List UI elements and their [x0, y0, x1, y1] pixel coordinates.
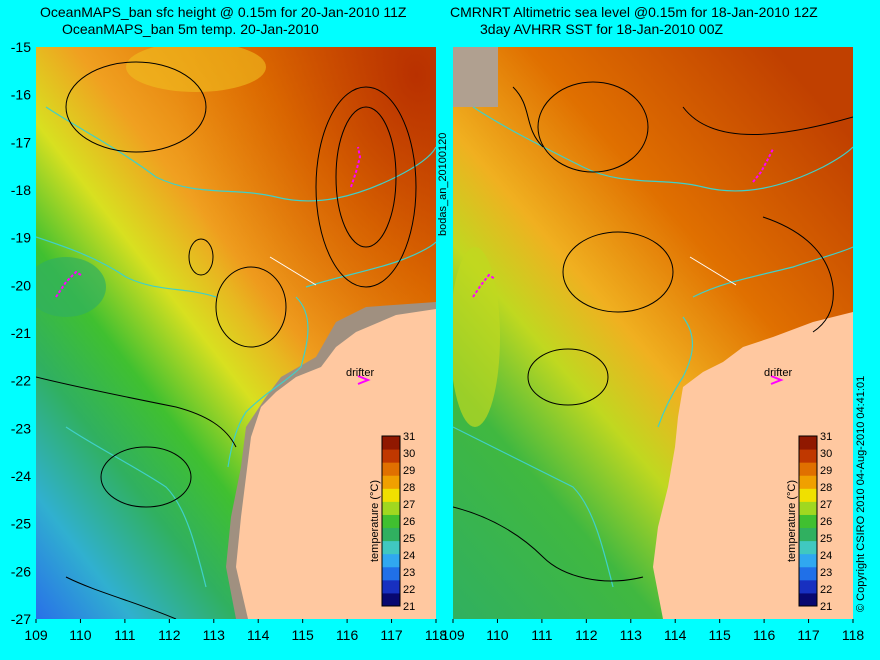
x-tick-label: 109 — [441, 627, 465, 643]
x-tick-label: 111 — [531, 627, 552, 643]
y-tick-label: -21 — [11, 325, 31, 341]
masked-coastal-zone — [226, 302, 436, 619]
y-tick-label: -25 — [11, 516, 31, 532]
y-tick-label: -24 — [11, 468, 31, 484]
x-tick-label: 114 — [664, 627, 687, 643]
left-map-title-line2: OceanMAPS_ban 5m temp. 20-Jan-2010 — [62, 21, 319, 37]
right-map-svg — [453, 47, 853, 619]
y-tick-label: -19 — [11, 230, 31, 246]
x-tick-label: 110 — [486, 627, 509, 643]
sea-level-contour — [682, 106, 853, 135]
x-tick-label: 113 — [203, 627, 226, 643]
x-tick-label: 114 — [247, 627, 270, 643]
copyright-label: © Copyright CSIRO 2010 04-Aug-2010 04:41… — [855, 375, 867, 612]
drifter-arrow-icon — [770, 375, 784, 385]
x-tick-label: 115 — [709, 627, 732, 643]
isobath-line — [305, 241, 436, 288]
transect-line — [269, 256, 317, 286]
sea-level-contour — [562, 231, 674, 313]
x-tick-label: 118 — [425, 627, 448, 643]
cool-eddy-patch — [36, 257, 106, 317]
y-tick-label: -26 — [11, 563, 31, 579]
isobath-line — [36, 236, 217, 298]
sea-level-contour — [512, 86, 544, 148]
x-tick-label: 117 — [380, 627, 403, 643]
left-map-panel — [36, 47, 436, 619]
transect-line — [689, 256, 737, 286]
cloud-masked-area — [453, 47, 498, 107]
x-tick-label: 112 — [158, 627, 181, 643]
sea-level-contour — [527, 348, 609, 406]
x-tick-label: 118 — [842, 627, 865, 643]
yellow-water-patch — [453, 247, 500, 427]
sea-level-contour — [188, 238, 214, 276]
drifter-arrow-icon — [357, 375, 371, 385]
x-tick-label: 111 — [114, 627, 135, 643]
sea-level-contour — [453, 506, 644, 582]
right-map-title-line1: CMRNRT Altimetric sea level @0.15m for 1… — [450, 4, 818, 20]
drifter-track — [350, 146, 362, 188]
sea-level-contour — [65, 61, 207, 153]
isobath-line — [692, 246, 853, 298]
run-id-label: bodas_an_20100120 — [437, 132, 449, 236]
y-tick-label: -27 — [11, 611, 31, 627]
x-tick-label: 117 — [797, 627, 820, 643]
sea-level-contour — [537, 81, 649, 173]
y-tick-label: -16 — [11, 87, 31, 103]
yellow-water-patch — [126, 47, 266, 92]
sea-level-contour — [335, 106, 397, 248]
x-tick-label: 115 — [292, 627, 315, 643]
x-tick-label: 113 — [620, 627, 643, 643]
sea-level-contour — [215, 266, 287, 348]
x-tick-label: 112 — [575, 627, 598, 643]
isobath-line — [657, 316, 694, 428]
x-tick-label: 116 — [336, 627, 359, 643]
drifter-track — [752, 148, 774, 183]
isobath-line — [472, 106, 853, 192]
sea-level-contour — [762, 216, 834, 333]
x-tick-label: 109 — [24, 627, 48, 643]
left-map-svg — [36, 47, 436, 619]
y-tick-label: -22 — [11, 373, 31, 389]
isobath-line — [45, 106, 436, 202]
isobath-line — [227, 296, 309, 468]
y-tick-label: -18 — [11, 182, 31, 198]
y-tick-label: -17 — [11, 134, 31, 150]
right-map-title-line2: 3day AVHRR SST for 18-Jan-2010 00Z — [480, 21, 724, 37]
right-map-panel — [453, 47, 853, 619]
y-tick-label: -20 — [11, 277, 31, 293]
drifter-track — [55, 270, 82, 298]
x-tick-label: 116 — [753, 627, 776, 643]
drifter-track — [472, 273, 496, 298]
sea-level-contour — [36, 376, 237, 448]
left-map-title-line1: OceanMAPS_ban sfc height @ 0.15m for 20-… — [40, 4, 407, 20]
sea-level-contour — [65, 576, 177, 619]
y-tick-label: -15 — [11, 39, 31, 55]
isobath-line — [65, 426, 207, 588]
y-tick-label: -23 — [11, 420, 31, 436]
x-tick-label: 110 — [69, 627, 92, 643]
isobath-line — [453, 426, 614, 588]
sea-level-contour — [315, 86, 417, 288]
sea-level-contour — [100, 446, 192, 508]
